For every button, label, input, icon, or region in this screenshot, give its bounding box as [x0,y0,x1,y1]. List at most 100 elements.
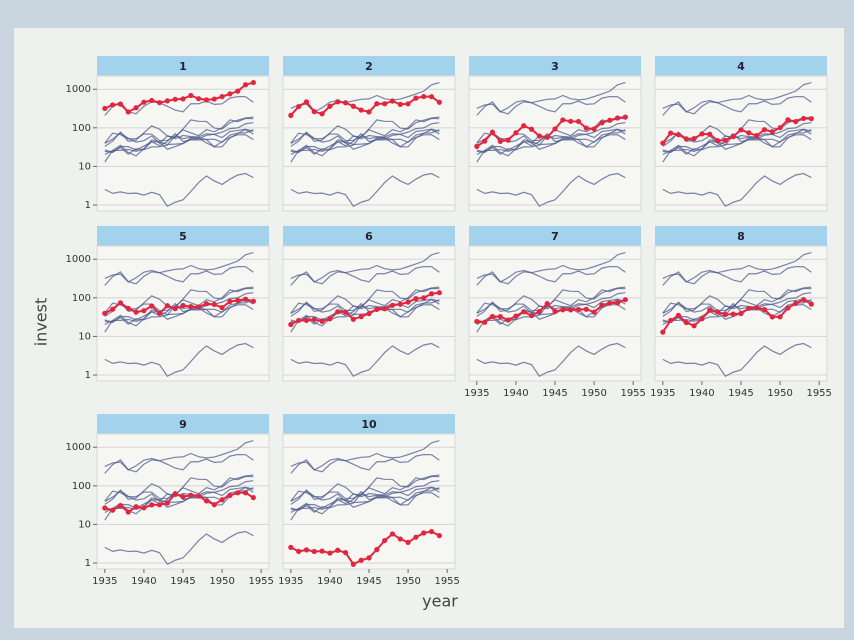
highlight-point [358,314,364,320]
highlight-point [769,314,775,320]
highlight-point [288,544,294,550]
highlight-point [350,316,356,322]
panel-title: 5 [179,230,187,243]
highlight-point [211,502,217,508]
y-tick-label: 100 [72,123,91,134]
series-line [662,292,812,326]
highlight-point [405,299,411,305]
highlight-point [536,133,542,139]
highlight-point [754,305,760,311]
highlight-point [714,137,721,144]
strip [283,226,455,246]
highlight-point [552,308,558,315]
highlight-point [730,133,736,140]
series-line [290,439,440,471]
highlight-point [335,309,341,315]
x-tick-label: 1945 [728,388,753,399]
highlight-point [568,307,574,313]
highlight-point [421,93,427,100]
series-line [290,492,440,513]
highlight-point [180,302,186,309]
highlight-point [675,132,682,138]
highlight-point [303,547,310,553]
highlight-point [397,536,403,542]
highlight-point [746,305,752,311]
highlight-point [777,314,783,320]
series-line [662,342,812,378]
highlight-point [413,534,419,540]
highlight-point [180,494,186,500]
series-line [290,342,440,378]
highlight-point [622,114,628,120]
highlight-point [235,297,241,304]
strip [655,226,827,246]
highlight-point [793,300,799,306]
highlight-point [722,311,728,318]
highlight-point [110,507,116,513]
highlight-point [382,537,388,544]
highlight-point [505,137,511,143]
highlight-point [164,303,170,309]
highlight-point [125,109,131,115]
series-line [476,292,626,326]
series-line [476,81,626,113]
highlight-point [242,82,249,88]
highlight-point [374,306,380,312]
x-tick-label: 1955 [620,388,645,399]
highlight-point [528,313,535,319]
x-tick-label: 1950 [395,576,420,587]
highlight-point [188,92,194,99]
x-axis-label: year [422,592,458,611]
highlight-point [382,101,388,107]
highlight-point [102,310,108,316]
highlight-point [560,307,566,313]
series-line [662,265,812,286]
series-line [104,172,254,208]
highlight-point [738,310,744,317]
highlight-point [102,505,108,511]
highlight-point [793,118,799,125]
highlight-point [172,491,178,497]
highlight-point [405,101,411,107]
highlight-point [117,300,124,306]
x-tick-label: 1935 [92,576,117,587]
series-line [476,134,626,155]
panel-title: 9 [179,418,187,431]
highlight-point [421,295,427,301]
highlight-point [296,548,302,555]
highlight-point [544,134,550,140]
strip [469,56,641,76]
highlight-point [389,302,396,308]
highlight-point [436,99,442,105]
highlight-point [133,504,139,510]
y-tick-label: 10 [78,161,91,172]
strip [97,226,269,246]
highlight-point [296,317,302,324]
highlight-point [342,309,349,315]
highlight-point [777,125,783,131]
highlight-point [389,98,396,104]
highlight-point [358,557,364,563]
series-line [662,81,812,113]
highlight-point [156,100,163,106]
x-tick-label: 1945 [170,576,195,587]
panel-title: 1 [179,60,187,73]
strip [469,226,641,246]
y-tick-label: 1 [85,558,91,569]
highlight-point [366,555,372,561]
series-line [290,134,440,155]
highlight-point [521,123,527,129]
highlight-point [428,291,435,297]
highlight-point [219,497,225,503]
x-tick-label: 1935 [464,388,489,399]
series-line [104,251,254,283]
highlight-point [413,296,419,302]
highlight-point [614,300,621,306]
highlight-point [699,316,705,322]
highlight-point [405,539,411,546]
series-line [104,292,254,326]
highlight-point [382,306,388,312]
series-line [476,342,626,378]
